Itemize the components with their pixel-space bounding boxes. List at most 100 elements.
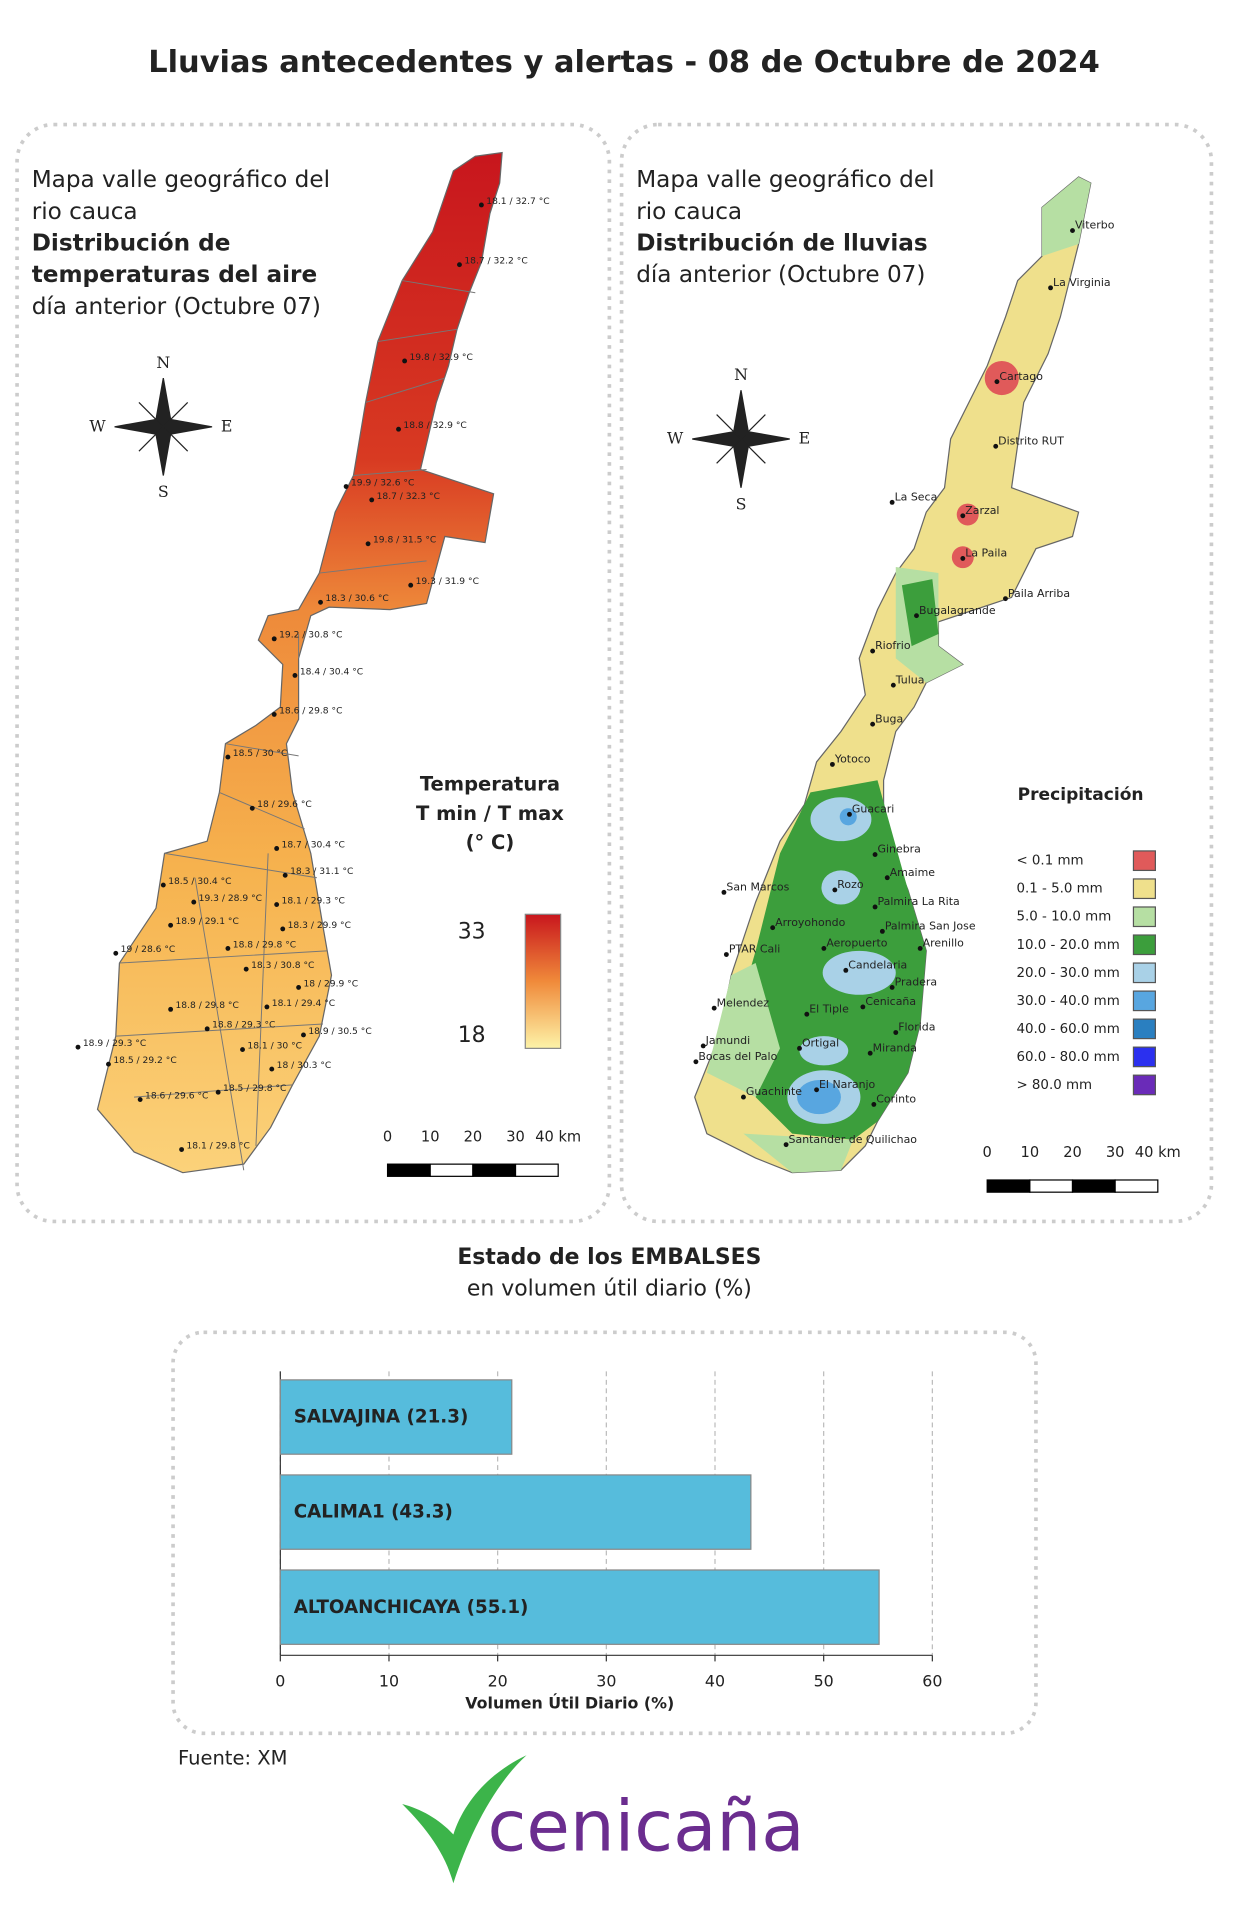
legend-swatch bbox=[1132, 1074, 1156, 1096]
station-label: 19 / 28.6 °C bbox=[121, 945, 176, 955]
station-label: PTAR Cali bbox=[729, 943, 780, 956]
station-dot bbox=[889, 984, 895, 990]
station-label: 18.1 / 29.3 °C bbox=[282, 896, 345, 906]
legend-swatch bbox=[1132, 878, 1156, 900]
station-dot bbox=[106, 1061, 111, 1067]
station-label: La Virginia bbox=[1053, 276, 1111, 289]
station-dot bbox=[204, 1026, 210, 1032]
logo-mark bbox=[402, 1755, 527, 1884]
x-tick-label: 0 bbox=[275, 1672, 285, 1691]
station-label: San Marcos bbox=[726, 880, 789, 893]
station-dot bbox=[282, 872, 288, 878]
station-dot bbox=[847, 811, 852, 817]
panel bbox=[171, 1330, 1038, 1736]
station-dot bbox=[797, 1045, 802, 1051]
station-label: 19.3 / 31.9 °C bbox=[416, 577, 479, 587]
station-label: Miranda bbox=[873, 1041, 917, 1054]
scale-bar bbox=[1071, 1179, 1116, 1193]
scale-label: 10 bbox=[421, 1128, 440, 1145]
station-label: 18.6 / 29.8 °C bbox=[279, 706, 342, 716]
station-label: Palmira San Jose bbox=[885, 919, 976, 932]
rain-zones bbox=[706, 176, 1091, 1173]
legend-label: 5.0 - 10.0 mm bbox=[1016, 910, 1111, 925]
scale-label: 0 bbox=[983, 1144, 992, 1161]
station-label: Viterbo bbox=[1075, 219, 1115, 232]
station-label: Florida bbox=[898, 1021, 935, 1034]
map-title: temperaturas del aire bbox=[32, 262, 317, 288]
station-label: Zarzal bbox=[965, 504, 999, 517]
station-dot bbox=[1070, 228, 1075, 234]
compass-label: E bbox=[221, 416, 233, 435]
station-label: 18.1 / 30 °C bbox=[247, 1041, 302, 1051]
station-label: 18.9 / 29.3 °C bbox=[83, 1039, 146, 1049]
station-label: Palmira La Rita bbox=[878, 895, 960, 908]
page-title: Lluvias antecedentes y alertas - 08 de O… bbox=[148, 45, 1100, 80]
compass-label: N bbox=[156, 353, 170, 372]
map-title: rio cauca bbox=[32, 199, 138, 225]
x-tick-label: 10 bbox=[379, 1672, 399, 1691]
legend-label: 60.0 - 80.0 mm bbox=[1016, 1050, 1119, 1065]
station-dot bbox=[249, 805, 255, 811]
station-label: Tulua bbox=[895, 673, 925, 686]
station-label: 19.3 / 28.9 °C bbox=[199, 894, 262, 904]
station-label: 18 / 29.6 °C bbox=[257, 800, 312, 810]
bar-label: SALVAJINA (21.3) bbox=[294, 1407, 469, 1428]
station-dot bbox=[365, 541, 371, 547]
station-label: El Naranjo bbox=[819, 1078, 876, 1091]
station-label: Corinto bbox=[876, 1093, 916, 1106]
station-dot bbox=[369, 497, 375, 503]
logo-text: cenicaña bbox=[488, 1784, 805, 1867]
station-dot bbox=[457, 262, 462, 268]
legend-swatch bbox=[1132, 990, 1156, 1012]
bar-label: CALIMA1 (43.3) bbox=[294, 1502, 453, 1523]
bar bbox=[279, 1569, 880, 1645]
station-label: 18.1 / 32.7 °C bbox=[486, 197, 549, 207]
station-dot bbox=[478, 202, 484, 208]
station-dot bbox=[240, 1047, 245, 1053]
station-label: 18.8 / 32.9 °C bbox=[403, 421, 466, 431]
scale-label: 10 bbox=[1021, 1144, 1040, 1161]
station-label: 18.3 / 30.8 °C bbox=[251, 961, 314, 971]
station-label: Cenicaña bbox=[865, 995, 916, 1008]
station-label: 18.4 / 30.4 °C bbox=[300, 667, 363, 677]
station-dot bbox=[770, 925, 776, 931]
compass-label: W bbox=[89, 416, 106, 435]
bar bbox=[279, 1379, 513, 1455]
scale-bar bbox=[429, 1163, 474, 1177]
station-dot bbox=[870, 648, 876, 654]
station-dot bbox=[75, 1044, 81, 1050]
station-label: 18.8 / 29.3 °C bbox=[212, 1021, 275, 1031]
station-label: Cartago bbox=[999, 370, 1043, 383]
map-subtitle: día anterior (Octubre 07) bbox=[32, 294, 321, 320]
station-label: 18.7 / 32.3 °C bbox=[377, 492, 440, 502]
station-label: Melendez bbox=[717, 996, 770, 1009]
legend-title: Temperatura bbox=[420, 773, 560, 796]
station-dot bbox=[113, 950, 119, 956]
legend-swatch bbox=[1132, 1046, 1156, 1068]
station-dot bbox=[225, 945, 231, 951]
station-dot bbox=[893, 1030, 899, 1035]
scale-bar bbox=[986, 1179, 1031, 1193]
station-label: Guachinte bbox=[746, 1085, 802, 1098]
station-dot bbox=[867, 1050, 873, 1056]
station-dot bbox=[301, 1032, 306, 1038]
station-dot bbox=[318, 599, 323, 605]
station-dot bbox=[917, 945, 923, 951]
station-dot bbox=[168, 922, 174, 928]
station-dot bbox=[179, 1147, 185, 1152]
station-dot bbox=[215, 1089, 221, 1095]
x-axis-label: Volumen Útil Diario (%) bbox=[465, 1694, 674, 1713]
source: Fuente: XM bbox=[178, 1746, 287, 1769]
station-label: 18.9 / 29.1 °C bbox=[176, 917, 239, 927]
station-label: Jamundi bbox=[705, 1034, 751, 1047]
station-dot bbox=[829, 761, 835, 767]
station-dot bbox=[960, 555, 966, 561]
compass-label: S bbox=[158, 482, 169, 501]
scale-label: 30 bbox=[506, 1128, 525, 1145]
station-dot bbox=[168, 1006, 174, 1012]
station-dot bbox=[693, 1059, 699, 1065]
legend-label: 40.0 - 60.0 mm bbox=[1016, 1022, 1119, 1037]
x-tick-label: 30 bbox=[596, 1672, 616, 1691]
station-label: 18.3 / 30.6 °C bbox=[325, 594, 388, 604]
